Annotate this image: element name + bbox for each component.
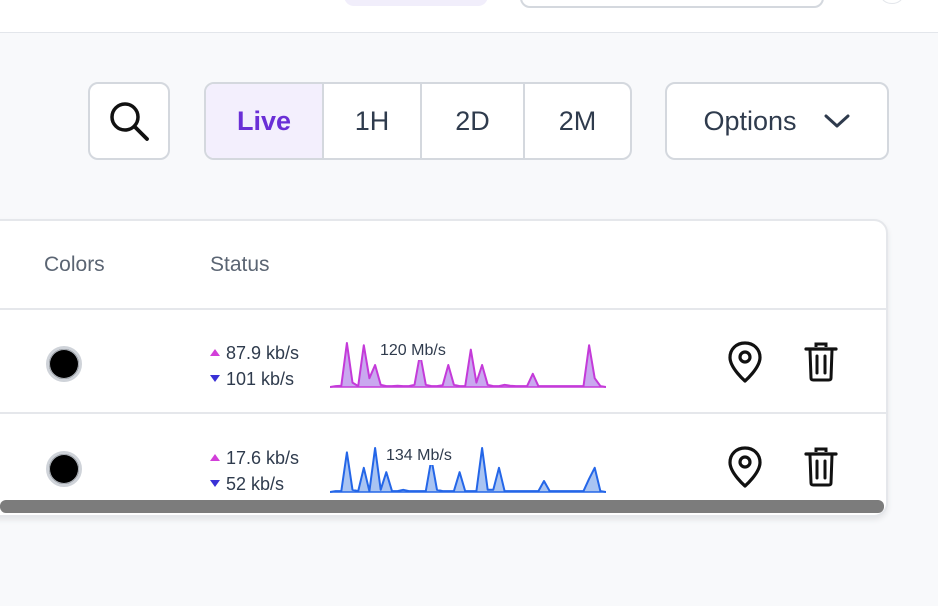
avatar[interactable] (880, 0, 904, 4)
upload-rate: 17.6 kb/s (226, 448, 300, 468)
peak-rate-label: 134 Mb/s (382, 447, 456, 465)
upload-arrow-icon (210, 454, 220, 461)
column-header-colors: Colors (44, 253, 105, 276)
sparkline-line (330, 447, 606, 493)
color-swatch[interactable] (46, 346, 82, 382)
table-header: Colors Status (0, 221, 886, 310)
color-swatch[interactable] (46, 451, 82, 487)
top-bar (0, 0, 938, 33)
chevron-down-icon (824, 114, 850, 128)
table-row: 17.6 kb/s 52 kb/s 134 Mb/s (0, 414, 886, 515)
search-icon (110, 102, 149, 141)
horizontal-scrollbar[interactable] (0, 500, 884, 513)
trash-icon[interactable] (804, 447, 838, 487)
download-arrow-icon (210, 375, 220, 382)
trash-icon[interactable] (804, 342, 838, 382)
upload-rate: 87.9 kb/s (226, 343, 300, 363)
rate-values: 87.9 kb/s 101 kb/s (210, 340, 299, 392)
range-live-button[interactable]: Live (206, 84, 324, 158)
options-dropdown[interactable]: Options (665, 82, 889, 160)
peak-rate-label: 120 Mb/s (376, 342, 450, 360)
upload-arrow-icon (210, 349, 220, 356)
sparkline-line (330, 342, 606, 388)
time-range-selector: Live 1H 2D 2M (204, 82, 632, 160)
rate-values: 17.6 kb/s 52 kb/s (210, 445, 299, 497)
download-arrow-icon (210, 480, 220, 487)
options-label: Options (703, 105, 797, 136)
range-1h-button[interactable]: 1H (324, 84, 422, 158)
range-2m-button[interactable]: 2M (558, 105, 597, 136)
download-rate: 52 kb/s (226, 474, 285, 494)
top-search-field[interactable] (520, 0, 824, 8)
map-pin-icon[interactable] (726, 340, 764, 384)
sparkline-area (330, 343, 606, 387)
download-rate: 101 kb/s (226, 369, 295, 389)
search-button[interactable] (88, 82, 170, 160)
map-pin-icon[interactable] (726, 445, 764, 489)
traffic-sparkline (330, 447, 606, 493)
devices-table: Colors Status 87.9 kb/s 101 kb/s 120 Mb/… (0, 219, 888, 517)
traffic-sparkline (330, 342, 606, 388)
top-nav-pill[interactable] (344, 0, 488, 6)
column-header-status: Status (210, 253, 270, 276)
range-2d-button[interactable]: 2D (422, 84, 525, 158)
table-row: 87.9 kb/s 101 kb/s 120 Mb/s (0, 310, 886, 414)
